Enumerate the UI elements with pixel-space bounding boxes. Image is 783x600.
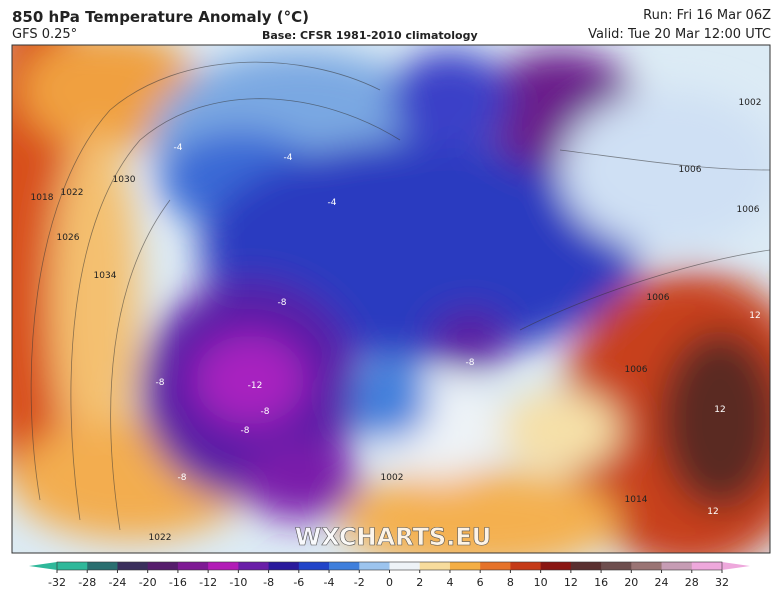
- contour-label: 12: [714, 405, 725, 415]
- colorbar-tick-label: 20: [624, 576, 638, 589]
- contour-label: -4: [328, 198, 337, 208]
- colorbar-tick-label: -10: [229, 576, 247, 589]
- colorbar-tick-label: 16: [594, 576, 608, 589]
- run: Run: Fri 16 Mar 06Z: [643, 8, 771, 23]
- colorbar-segment: [87, 562, 118, 570]
- base: Base: CFSR 1981-2010 climatology: [262, 29, 478, 42]
- colorbar-segment: [359, 562, 390, 570]
- contour-label: 1002: [381, 473, 404, 483]
- colorbar-segment: [661, 562, 693, 570]
- colorbar-segment: [570, 562, 602, 570]
- colorbar-tick-label: 10: [534, 576, 548, 589]
- watermark: WXCHARTS.EU: [295, 523, 491, 551]
- contour-label: 1022: [149, 533, 172, 543]
- valid: Valid: Tue 20 Mar 12:00 UTC: [588, 27, 771, 42]
- colorbar-tick-label: -8: [263, 576, 274, 589]
- colorbar-segment: [631, 562, 663, 570]
- colorbar-tick-label: 4: [446, 576, 453, 589]
- colorbar-tick-label: 12: [564, 576, 578, 589]
- colorbar-tick-label: 6: [477, 576, 484, 589]
- colorbar-segment: [238, 562, 270, 570]
- contour-label: 1014: [625, 495, 648, 505]
- contour-label: 1006: [737, 205, 760, 215]
- contour-label: -8: [261, 407, 270, 417]
- model: GFS 0.25°: [12, 27, 78, 42]
- contour-label: 12: [707, 507, 718, 517]
- colorbar-segment: [208, 562, 239, 570]
- colorbar-tick-label: -12: [199, 576, 217, 589]
- colorbar-tick-label: 0: [386, 576, 393, 589]
- colorbar-segment: [177, 562, 209, 570]
- colorbar-tick-label: -24: [108, 576, 126, 589]
- colorbar-tick-label: 8: [507, 576, 514, 589]
- anomaly-field: [12, 45, 770, 553]
- colorbar-segment: [601, 562, 632, 570]
- colorbar-arrow: [722, 562, 750, 570]
- colorbar-tick-label: -6: [293, 576, 304, 589]
- colorbar-segment: [510, 562, 542, 570]
- contour-label: -8: [466, 358, 475, 368]
- contour-label: -8: [278, 298, 287, 308]
- contour-label: -8: [156, 378, 165, 388]
- colorbar-segment: [268, 562, 300, 570]
- colorbar-segment: [298, 562, 330, 570]
- contour-label: 1018: [31, 193, 54, 203]
- contour-label: 1022: [61, 188, 84, 198]
- colorbar-tick-label: 24: [655, 576, 669, 589]
- contour-label: 1006: [647, 293, 670, 303]
- colorbar-segment: [147, 562, 179, 570]
- contour-label: -8: [241, 426, 250, 436]
- colorbar-segment: [419, 562, 451, 570]
- colorbar-segment: [540, 562, 572, 570]
- colorbar-segment: [389, 562, 421, 570]
- contour-label: -4: [284, 153, 293, 163]
- colorbar-arrow: [29, 562, 57, 570]
- colorbar-tick-label: -2: [354, 576, 365, 589]
- colorbar-tick-label: 28: [685, 576, 699, 589]
- colorbar-tick-label: 2: [416, 576, 423, 589]
- colorbar-segment: [329, 562, 360, 570]
- contour-label: 1006: [625, 365, 648, 375]
- contour-label: 1034: [94, 271, 117, 281]
- contour-label: 1030: [113, 175, 136, 185]
- colorbar-segment: [117, 562, 149, 570]
- colorbar-segment: [449, 562, 481, 570]
- colorbar-tick-label: -28: [78, 576, 96, 589]
- colorbar-tick-label: 32: [715, 576, 729, 589]
- colorbar-tick-label: -16: [169, 576, 187, 589]
- colorbar-tick-label: -20: [139, 576, 157, 589]
- contour-label: 1006: [679, 165, 702, 175]
- contour-label: 1026: [57, 233, 80, 243]
- contour-label: -4: [174, 143, 183, 153]
- contour-label: 12: [749, 311, 760, 321]
- colorbar-tick-label: -4: [324, 576, 335, 589]
- colorbar-segment: [480, 562, 511, 570]
- colorbar-segment: [57, 562, 88, 570]
- contour-label: -8: [178, 473, 187, 483]
- contour-label: -12: [248, 381, 263, 391]
- colorbar-tick-label: -32: [48, 576, 66, 589]
- title: 850 hPa Temperature Anomaly (°C): [12, 8, 309, 26]
- colorbar-segment: [691, 562, 723, 570]
- contour-label: 1002: [739, 98, 762, 108]
